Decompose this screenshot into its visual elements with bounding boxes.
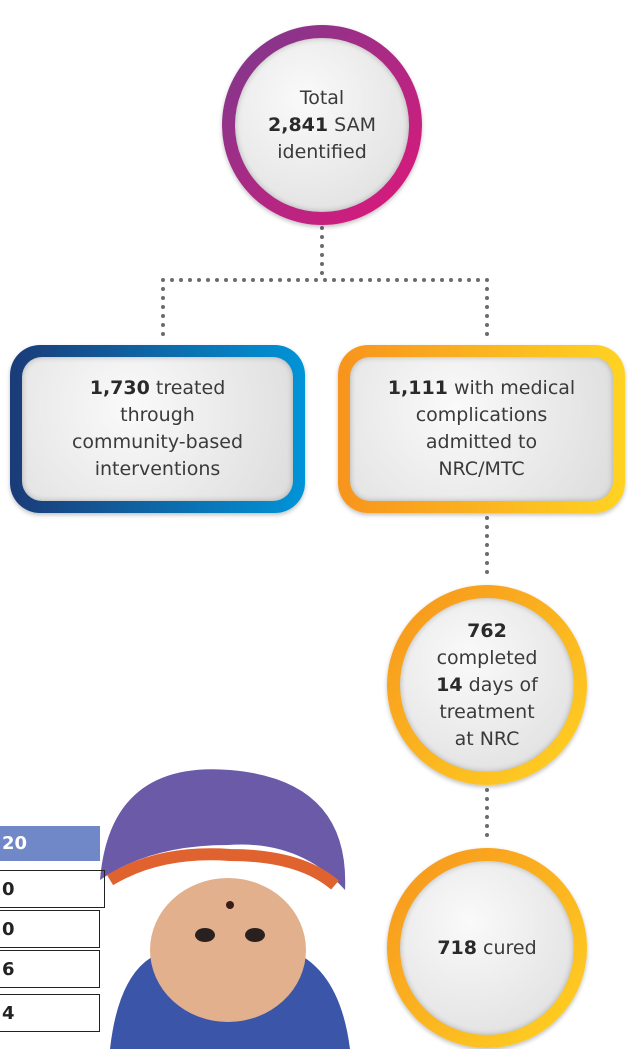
bold-figure: 1,111 xyxy=(388,377,448,399)
label-text: with medical xyxy=(448,377,575,399)
page: Total2,841 SAMidentified 1,730 treatedth… xyxy=(0,0,628,1049)
text-line: 1,730 treated xyxy=(90,375,226,402)
bold-figure: 2,841 xyxy=(268,114,328,136)
label-text: treatment xyxy=(439,701,534,723)
text-line: admitted to xyxy=(426,429,537,456)
label-text: at NRC xyxy=(455,728,520,750)
text-line: NRC/MTC xyxy=(438,456,524,483)
text-line: Total xyxy=(300,85,344,112)
label-text: admitted to xyxy=(426,431,537,453)
table-header: 20 xyxy=(0,826,100,861)
bold-figure: 762 xyxy=(467,620,507,642)
bold-figure: 1,730 xyxy=(90,377,150,399)
label-text: SAM xyxy=(328,114,376,136)
node-content: 718 cured xyxy=(400,861,574,1035)
text-line: community-based xyxy=(72,429,243,456)
label-text: identified xyxy=(277,141,367,163)
label-text: cured xyxy=(477,937,537,959)
text-line: 1,111 with medical xyxy=(388,375,575,402)
label-text: completed xyxy=(437,647,538,669)
text-line: 762 xyxy=(467,618,507,645)
text-line: through xyxy=(120,402,195,429)
label-text: treated xyxy=(150,377,225,399)
label-text: days of xyxy=(463,674,538,696)
label-text: Total xyxy=(300,87,344,109)
text-line: identified xyxy=(277,139,367,166)
text-line: 14 days of xyxy=(436,672,538,699)
label-text: interventions xyxy=(95,458,221,480)
text-line: at NRC xyxy=(455,726,520,753)
text-line: completed xyxy=(437,645,538,672)
table-cell: 0 xyxy=(0,870,105,908)
label-text: NRC/MTC xyxy=(438,458,524,480)
table-cell: 6 xyxy=(0,950,100,988)
table-cell: 0 xyxy=(0,910,100,948)
bold-figure: 718 xyxy=(437,937,477,959)
table-cell: 4 xyxy=(0,994,100,1032)
text-line: treatment xyxy=(439,699,534,726)
text-line: 2,841 SAM xyxy=(268,112,376,139)
bold-figure: 14 xyxy=(436,674,462,696)
text-line: complications xyxy=(416,402,548,429)
dotted-connector xyxy=(163,228,487,340)
label-text: community-based xyxy=(72,431,243,453)
text-line: 718 cured xyxy=(437,935,536,962)
label-text: complications xyxy=(416,404,548,426)
child-photo xyxy=(100,769,350,1049)
label-text: through xyxy=(120,404,195,426)
cured-node: 718 cured xyxy=(387,848,587,1048)
text-line: interventions xyxy=(95,456,221,483)
